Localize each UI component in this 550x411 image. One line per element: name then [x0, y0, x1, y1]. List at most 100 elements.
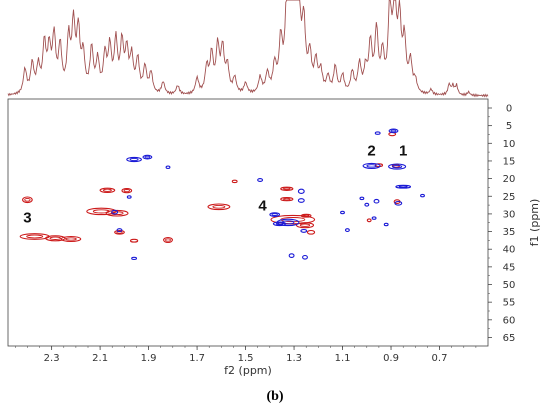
negative-cross-peak	[394, 200, 403, 206]
negative-contour-inner	[129, 157, 139, 162]
peak-label-4: 4	[258, 197, 267, 214]
y-tick-label: 60	[503, 315, 516, 326]
negative-cross-peak	[364, 202, 370, 207]
figure-caption: (b)	[266, 389, 284, 404]
negative-contour-outer	[142, 154, 153, 160]
negative-contour-outer	[395, 184, 412, 189]
positive-contour-outer	[114, 229, 125, 235]
negative-contour-outer	[374, 131, 381, 135]
positive-cross-peak	[231, 179, 238, 184]
negative-contour-inner	[144, 155, 151, 159]
negative-contour-outer	[388, 128, 399, 134]
negative-cross-peak	[131, 256, 138, 261]
y-tick-label: 45	[503, 262, 516, 273]
x-tick-label: 1.5	[238, 353, 254, 364]
y-tick-label: 15	[503, 156, 516, 167]
x-tick-label: 1.9	[141, 353, 157, 364]
y-tick-label: 10	[503, 139, 516, 150]
positive-cross-peak	[60, 235, 82, 243]
x-tick-label: 0.9	[383, 353, 399, 364]
negative-cross-peak	[300, 228, 308, 233]
negative-contour-outer	[364, 202, 370, 207]
positive-cross-peak	[295, 222, 315, 229]
x-tick-label: 2.3	[44, 353, 60, 364]
negative-contour-outer	[300, 228, 308, 233]
x-axis: 2.3 2.1 1.9 1.7 1.5 1.3 1.1 0.9 0.7 f2 (ppm)	[15, 346, 477, 377]
plot-frame	[7, 98, 489, 347]
negative-contour-inner	[281, 220, 295, 225]
positive-contour-inner	[212, 204, 226, 209]
x-tick-label: 1.1	[335, 353, 351, 364]
y-tick-label: 25	[503, 192, 516, 203]
y-tick-label: 30	[503, 209, 516, 220]
positive-contour-inner	[123, 189, 130, 193]
positive-cross-peak	[121, 187, 133, 194]
positive-cross-peak	[366, 218, 372, 223]
x-tick-label: 2.1	[92, 353, 108, 364]
positive-cross-peak	[306, 229, 316, 235]
negative-cross-peak	[126, 156, 142, 163]
x-tick-label: 0.7	[432, 353, 448, 364]
negative-cross-peak	[383, 222, 389, 227]
series-negative	[111, 128, 425, 261]
y-axis-title: f1 (ppm)	[528, 199, 541, 247]
positive-contour-inner	[26, 234, 44, 239]
positive-contour-outer	[306, 229, 316, 235]
negative-contour-outer	[373, 198, 380, 204]
positive-contour-outer	[45, 235, 66, 242]
negative-contour-outer	[297, 188, 305, 194]
negative-cross-peak	[388, 128, 399, 134]
y-tick-label: 40	[503, 245, 516, 256]
positive-contour-outer	[280, 196, 294, 202]
negative-contour-outer	[383, 222, 389, 227]
positive-contour-inner	[303, 214, 310, 217]
projection-trace	[7, 0, 489, 98]
negative-contour-inner	[390, 129, 397, 133]
positive-contour-outer	[207, 203, 231, 211]
negative-cross-peak	[340, 210, 345, 215]
negative-cross-peak	[165, 165, 171, 170]
negative-contour-outer	[126, 195, 132, 199]
positive-contour-outer	[129, 238, 139, 243]
negative-contour-outer	[131, 256, 138, 261]
positive-contour-outer	[99, 187, 116, 193]
peak-annotations: 1 2 3 4	[23, 143, 407, 227]
negative-contour-outer	[362, 162, 381, 169]
x-tick-label: 1.7	[189, 353, 205, 364]
positive-contour-inner	[165, 238, 171, 242]
positive-cross-peak	[280, 196, 294, 202]
negative-cross-peak	[388, 163, 407, 170]
positive-cross-peak	[163, 236, 173, 244]
negative-cross-peak	[116, 228, 123, 233]
negative-cross-peak	[373, 198, 380, 204]
negative-contour-outer	[302, 254, 308, 260]
x-axis-title: f2 (ppm)	[224, 364, 272, 377]
negative-cross-peak	[276, 218, 300, 227]
negative-contour-outer	[269, 212, 281, 217]
negative-contour-outer	[388, 163, 407, 170]
negative-contour-outer	[126, 156, 142, 163]
positive-cross-peak	[207, 203, 231, 211]
negative-cross-peak	[111, 209, 119, 215]
f2-projection-spectrum	[7, 0, 489, 98]
negative-contour-inner	[391, 164, 403, 169]
positive-contour-inner	[283, 187, 291, 191]
negative-contour-outer	[276, 218, 300, 227]
negative-cross-peak	[302, 254, 308, 260]
y-tick-label: 35	[503, 227, 516, 238]
negative-contour-outer	[371, 216, 377, 220]
x-tick-label: 1.3	[286, 353, 302, 364]
positive-contour-outer	[163, 236, 173, 244]
y-tick-label: 20	[503, 174, 516, 185]
negative-cross-peak	[359, 196, 365, 201]
y-tick-label: 0	[506, 104, 512, 115]
positive-contour-inner	[65, 237, 77, 241]
positive-contour-inner	[283, 197, 291, 201]
y-tick-label: 55	[503, 298, 516, 309]
negative-cross-peak	[297, 198, 305, 203]
positive-cross-peak	[280, 186, 294, 191]
positive-cross-peak	[22, 196, 33, 204]
negative-contour-outer	[297, 198, 305, 203]
negative-cross-peak	[420, 193, 425, 198]
